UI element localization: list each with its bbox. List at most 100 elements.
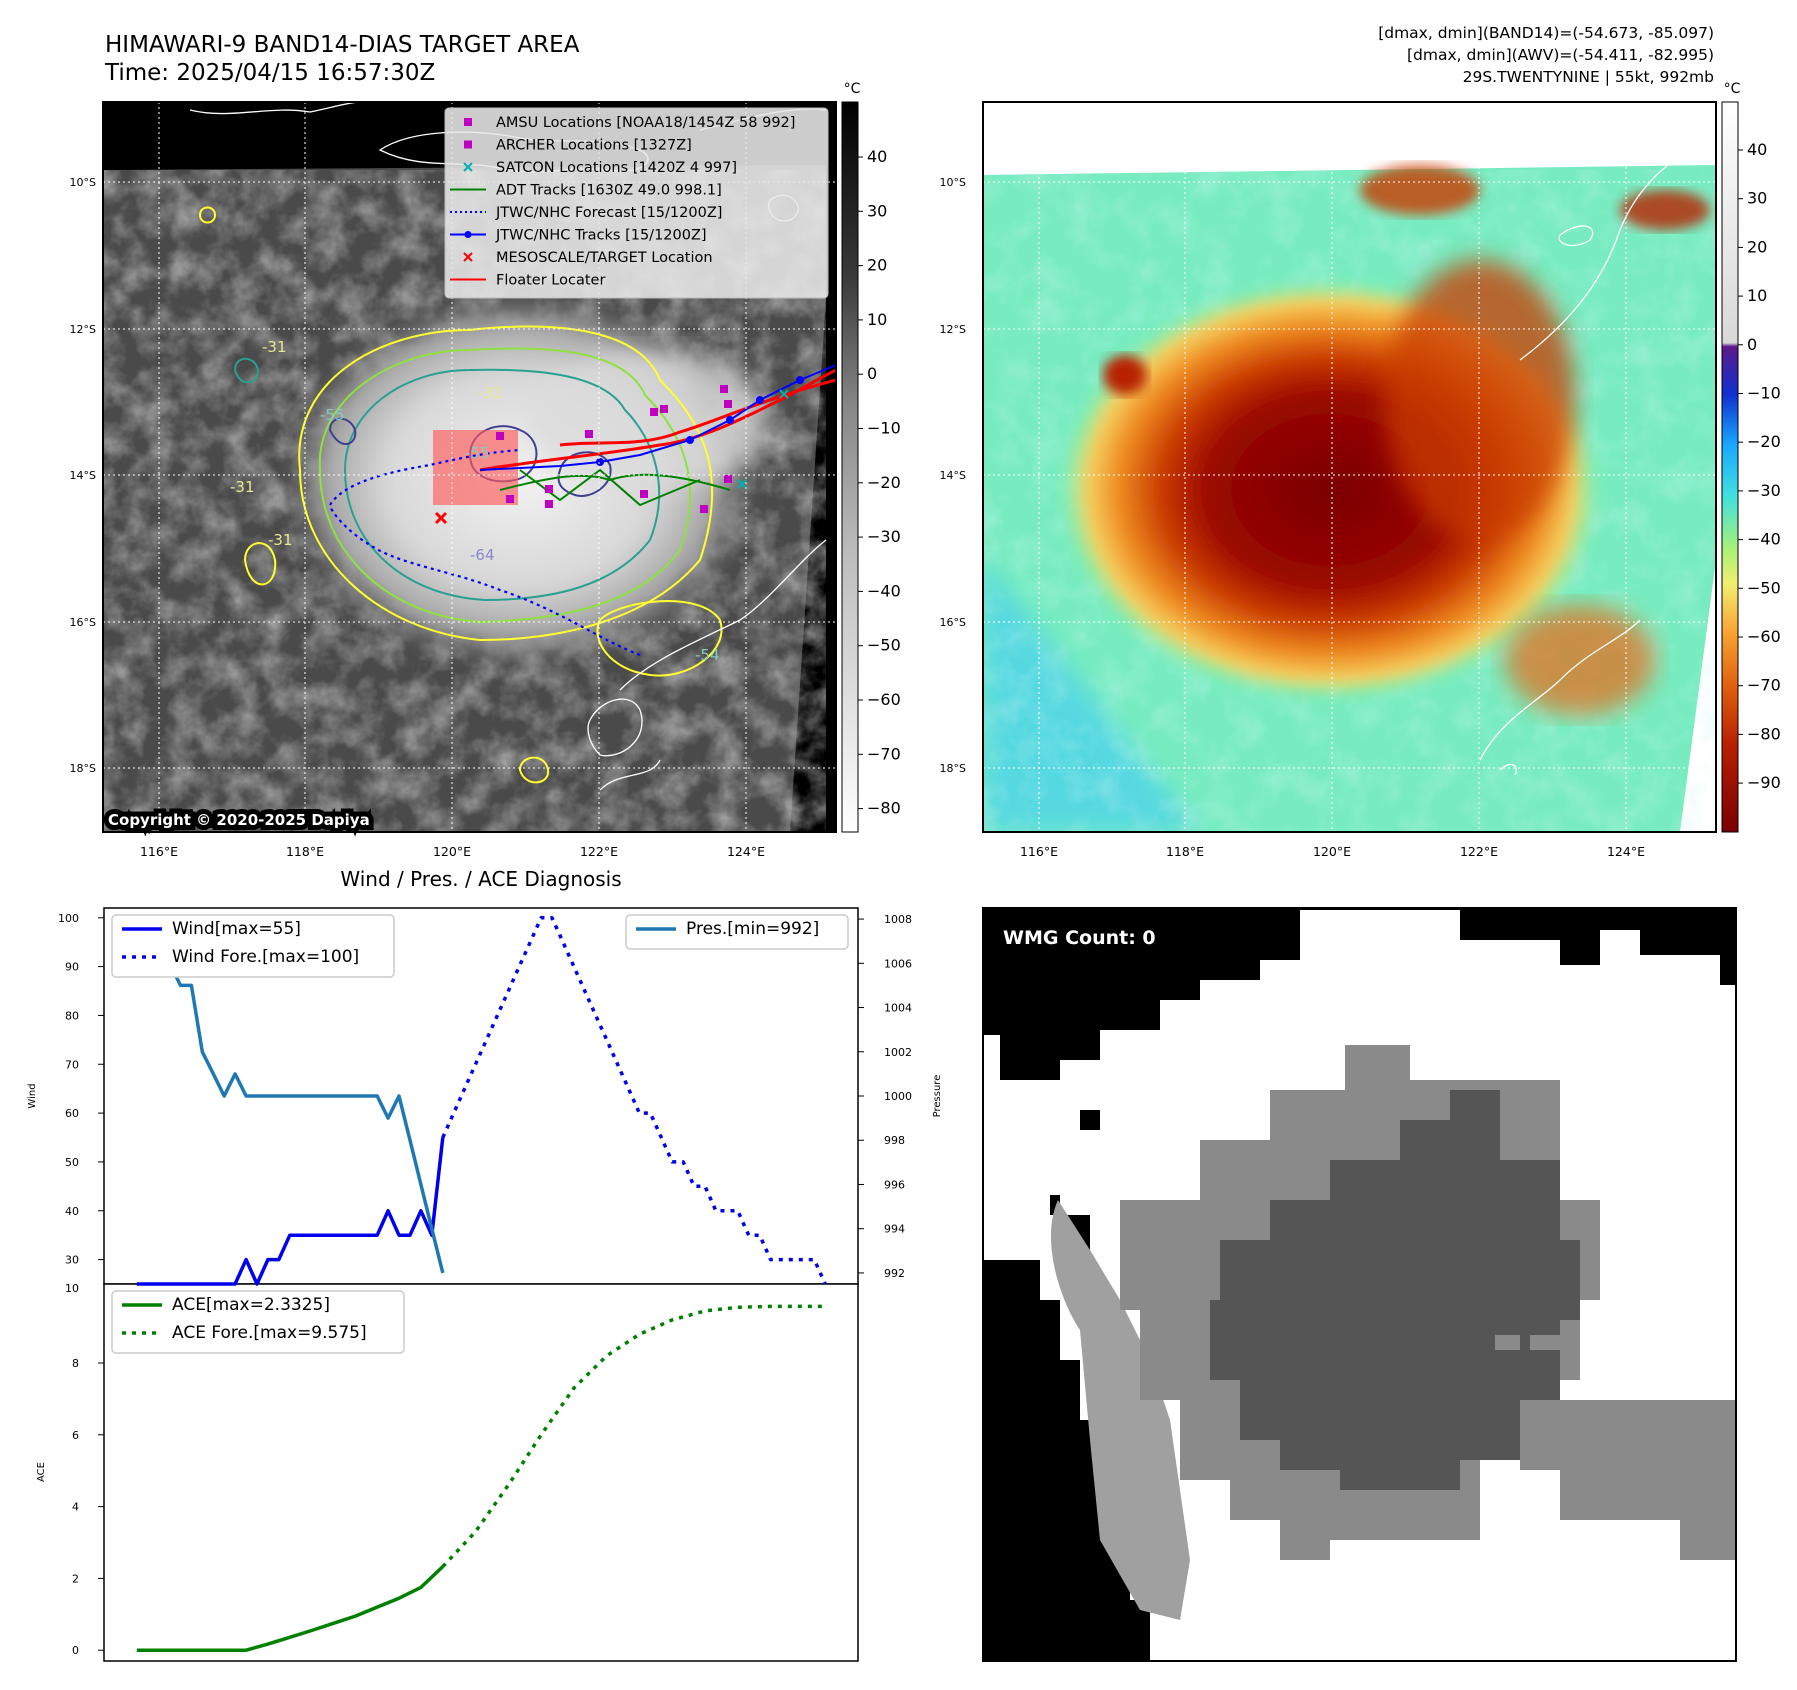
wmg-gray-region-2 (1520, 1400, 1736, 1560)
color-ir-map-panel (983, 102, 1716, 832)
color-storm-cell (1505, 605, 1655, 715)
contour-small-5 (596, 600, 723, 677)
figure-time: Time: 2025/04/15 16:57:30Z (104, 60, 435, 86)
lat-label: 18°S (70, 762, 96, 775)
color-colorbar-tick-label: −40 (1747, 530, 1781, 549)
ace-tick-label: 8 (72, 1357, 79, 1370)
legend-item: JTWC/NHC Tracks [15/1200Z] (450, 228, 707, 244)
archer-marker (545, 485, 553, 493)
color-storm-cell-4 (1620, 190, 1710, 230)
lat-label: 14°S (70, 469, 96, 482)
jtwc-point (726, 416, 734, 424)
gray-colorbar-tick-label: −10 (867, 419, 901, 438)
wmg-count-label: WMG Count: 0 (1003, 927, 1156, 949)
color-map-frame (982, 101, 1717, 833)
contour-small-4 (198, 206, 217, 224)
gray-colorbar-tick-label: 0 (867, 364, 877, 383)
jtwc-forecast-track (328, 448, 641, 657)
copyright-label: Copyright © 2020-2025 Dapiya (108, 811, 370, 829)
wind-tick-label: 40 (65, 1205, 79, 1218)
info-band14: [dmax, dmin](BAND14)=(-54.673, -85.097) (1378, 24, 1714, 42)
contour-64c (328, 417, 357, 445)
legend-label: AMSU Locations [NOAA18/1454Z 58 992] (496, 115, 795, 131)
wmg-eye (1495, 1335, 1520, 1350)
coast-north-1 (189, 102, 361, 115)
wind-forecast-series-line (441, 916, 827, 1285)
wmg-dark-gray-core (1210, 1090, 1580, 1490)
legend-marker-dot (464, 231, 472, 238)
coast-island-3 (587, 698, 643, 757)
color-colorbar: °C 40 30 20 10 0 −10 −20 −30 −40 −50 −60 −70 −80 −90 (1721, 81, 1781, 833)
contour-small-3 (518, 756, 550, 784)
right-map-lat-labels: 10°S 12°S 14°S 16°S 18°S (940, 176, 966, 775)
coast (1519, 139, 1716, 361)
figure-title: HIMAWARI-9 BAND14-DIAS TARGET AREA (105, 32, 580, 58)
legend-label: MESOSCALE/TARGET Location (496, 250, 713, 266)
coast (1479, 619, 1641, 761)
lat-label: 18°S (940, 762, 966, 775)
pressure-tick-label: 1006 (884, 957, 912, 970)
lat-label: 16°S (940, 616, 966, 629)
ir-map-frame (102, 101, 837, 833)
legend-item: SATCON Locations [1420Z 4 997] (463, 160, 737, 176)
wind-series-line (136, 1137, 445, 1286)
legend-label: Floater Locater (496, 273, 605, 289)
gray-colorbar-tick-label: 10 (867, 310, 887, 329)
amsu-marker (545, 500, 553, 508)
ace-tick-label: 2 (72, 1572, 79, 1585)
gray-colorbar-tick-label: −80 (867, 799, 901, 818)
color-colorbar-unit: °C (1724, 81, 1741, 97)
pressure-legend-label: Pres.[min=992] (686, 919, 819, 939)
wind-legend-box (111, 914, 395, 978)
ace-axis-label: ACE (36, 1462, 47, 1482)
pressure-tick-label: 992 (884, 1267, 905, 1280)
legend-label: JTWC/NHC Forecast [15/1200Z] (495, 205, 722, 221)
info-awv: [dmax, dmin](AWV)=(-54.411, -82.995) (1407, 46, 1714, 64)
amsu-marker (720, 385, 728, 393)
lat-label: 12°S (940, 323, 966, 336)
ace-forecast-series-line (441, 1304, 826, 1568)
legend-marker (464, 140, 472, 149)
coast-east (619, 539, 827, 691)
gray-colorbar-ramp (841, 101, 859, 833)
color-colorbar-tick-label: −60 (1747, 627, 1781, 646)
lat-label: 10°S (940, 176, 966, 189)
jtwc-track-points (596, 376, 804, 466)
contour-label: -64 (470, 546, 495, 564)
pressure-tick-label: 998 (884, 1134, 905, 1147)
color-colorbar-tick-label: 0 (1747, 335, 1757, 354)
lat-label: 10°S (70, 176, 96, 189)
info-storm: 29S.TWENTYNINE | 55kt, 992mb (1463, 68, 1714, 86)
ace-tick-label: 6 (72, 1429, 79, 1442)
contour-labels: -31 -31 -31 -31 -55 -55 -64 -54 (230, 338, 720, 664)
pressure-axis-label: Pressure (932, 1075, 943, 1118)
gray-colorbar-tick-label: 30 (867, 201, 887, 220)
legend-item: Floater Locater (450, 273, 605, 289)
lat-label: 16°S (70, 616, 96, 629)
contour-label: -54 (695, 646, 720, 664)
legend-item: ADT Tracks [1630Z 49.0 998.1] (450, 183, 722, 199)
amsu-marker (506, 495, 514, 503)
ace-series-line (136, 1565, 445, 1652)
left-map-lon-labels: 116°E 118°E 120°E 122°E 124°E (140, 844, 765, 859)
left-map-lat-labels: 10°S 12°S 14°S 16°S 18°S (70, 176, 96, 775)
jtwc-point (796, 376, 804, 384)
color-colorbar-tick-label: −80 (1747, 724, 1781, 743)
contour-label: -55 (320, 406, 345, 424)
color-colorbar-tick-label: 20 (1747, 237, 1767, 256)
wind-tick-label: 10 (65, 1282, 79, 1295)
lon-label: 122°E (1460, 844, 1498, 859)
amsu-marker (724, 400, 732, 408)
amsu-marker (700, 505, 708, 513)
color-coastlines (1479, 139, 1716, 776)
gray-colorbar-tick-label: −70 (867, 744, 901, 763)
wmg-light-gray-region (1050, 1200, 1190, 1620)
legend-label: ADT Tracks [1630Z 49.0 998.1] (496, 183, 722, 199)
amsu-marker (650, 408, 658, 416)
contour-40 (318, 347, 692, 624)
contour-label: -31 (478, 384, 503, 402)
wmg-eye (1530, 1335, 1560, 1350)
amsu-marker (585, 430, 593, 438)
color-storm-band (1385, 260, 1575, 540)
